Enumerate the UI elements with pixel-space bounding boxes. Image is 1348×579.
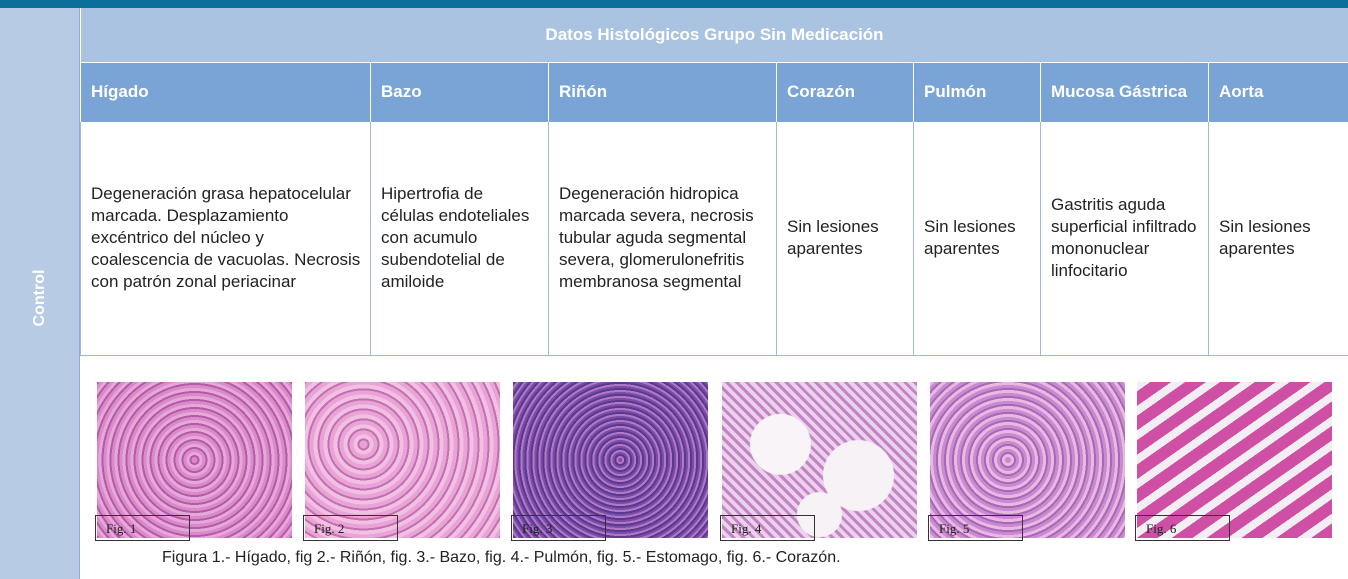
figure-label: Fig. 2 bbox=[303, 515, 398, 541]
column-header: Riñón bbox=[548, 62, 777, 122]
table-cell: Sin lesiones aparentes bbox=[913, 122, 1041, 356]
table-cell: Degeneración hidropica marcada severa, n… bbox=[548, 122, 777, 356]
figure-label: Fig. 1 bbox=[95, 515, 190, 541]
column-header: Corazón bbox=[776, 62, 914, 122]
column-header: Aorta bbox=[1208, 62, 1348, 122]
micrograph: Fig. 4 bbox=[720, 382, 917, 541]
histology-table: Datos Histológicos Grupo Sin Medicación … bbox=[80, 8, 1348, 356]
micrograph: Fig. 2 bbox=[303, 382, 500, 541]
table-cell: Gastritis aguda superficial infiltrado m… bbox=[1040, 122, 1209, 356]
figure-label: Fig. 4 bbox=[720, 515, 815, 541]
figure-label: Fig. 3 bbox=[511, 515, 606, 541]
column-header: Hígado bbox=[80, 62, 371, 122]
figure-strip: Fig. 1 Fig. 2 Fig. 3 Fig. 4 Fig. 5 Fig. 6 bbox=[80, 355, 1348, 579]
micrograph: Fig. 5 bbox=[928, 382, 1125, 541]
caption: Figura 1.- Hígado, fig 2.- Riñón, fig. 3… bbox=[162, 549, 841, 566]
column-header: Mucosa Gástrica bbox=[1040, 62, 1209, 122]
micrograph: Fig. 3 bbox=[511, 382, 708, 541]
column-header: Bazo bbox=[370, 62, 549, 122]
figure-label: Fig. 6 bbox=[1135, 515, 1230, 541]
table-cell: Degeneración grasa hepatocelular marcada… bbox=[80, 122, 371, 356]
table-cell: Hipertrofia de células endoteliales con … bbox=[370, 122, 549, 356]
micrograph: Fig. 1 bbox=[95, 382, 292, 541]
figure-label: Fig. 5 bbox=[928, 515, 1023, 541]
table-title: Datos Histológicos Grupo Sin Medicación bbox=[80, 8, 1348, 63]
top-bar bbox=[0, 0, 1348, 8]
side-label: Control bbox=[31, 269, 48, 327]
table-cell: Sin lesiones aparentes bbox=[1208, 122, 1348, 356]
micrograph: Fig. 6 bbox=[1135, 382, 1332, 541]
column-header: Pulmón bbox=[913, 62, 1041, 122]
side-band: Control bbox=[0, 8, 80, 579]
table-cell: Sin lesiones aparentes bbox=[776, 122, 914, 356]
